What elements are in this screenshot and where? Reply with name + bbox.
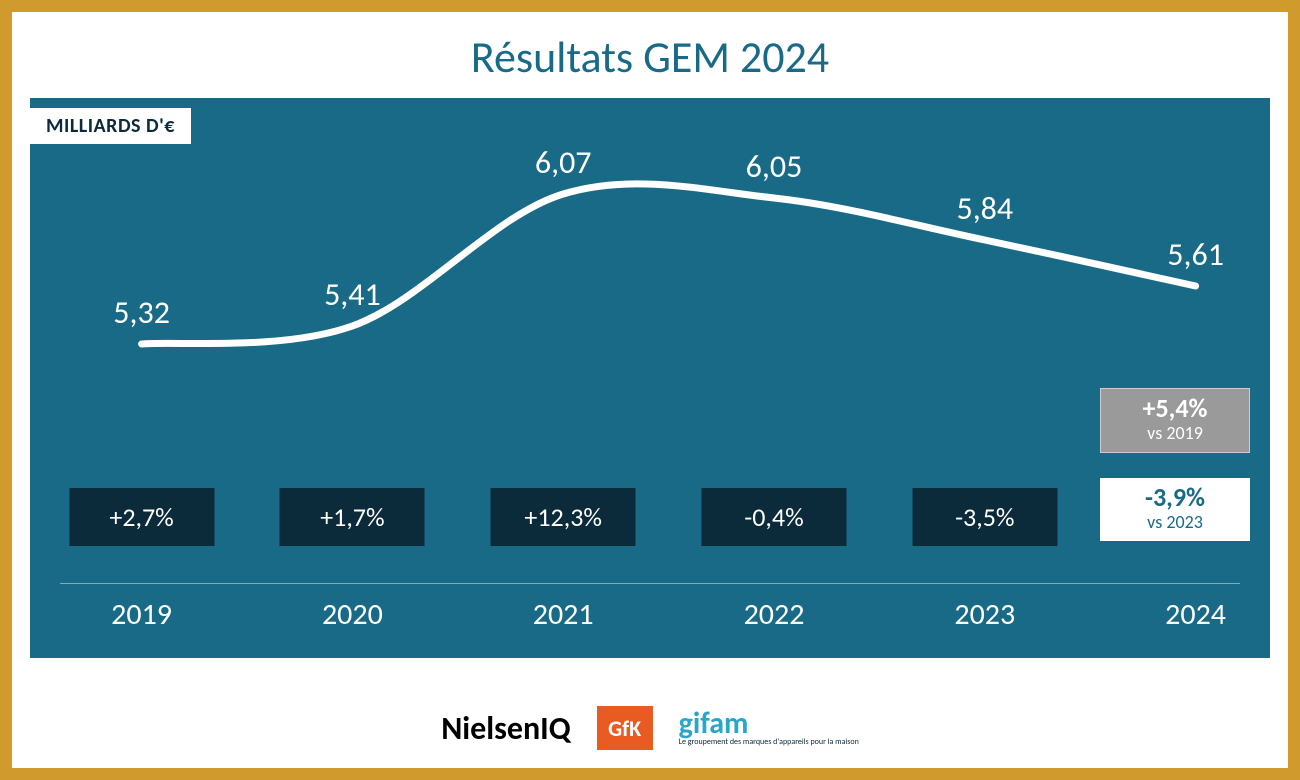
title-bar: Résultats GEM 2024	[12, 12, 1288, 98]
year-label: 2024	[1165, 596, 1226, 633]
outer-frame: Résultats GEM 2024 MILLIARDS D'€ 5,32 5,4…	[0, 0, 1300, 780]
line-chart-svg	[30, 148, 1270, 408]
final-vs-2023-box: -3,9% vs 2023	[1100, 478, 1250, 541]
plot-area: 5,325,416,076,055,845,61	[30, 148, 1270, 408]
year-row: 2019 2020 2021 2022 2023 2024	[30, 596, 1270, 646]
value-label: 5,84	[956, 189, 1013, 228]
pct-change-box: -3,5%	[912, 488, 1057, 546]
summary-value: +5,4%	[1101, 395, 1249, 422]
year-label: 2022	[744, 596, 805, 633]
chart-line	[142, 184, 1196, 344]
value-label: 5,41	[324, 275, 381, 314]
year-label: 2021	[533, 596, 594, 633]
footer-logos: NielsenIQ GfK gifam Le groupement des ma…	[12, 706, 1288, 750]
pct-change-box: +2,7%	[69, 488, 214, 546]
nielsen-logo: NielsenIQ	[441, 709, 570, 748]
summary-vs-2019-box: +5,4% vs 2019	[1100, 388, 1250, 453]
year-label: 2020	[322, 596, 383, 633]
pct-change-box: +1,7%	[280, 488, 425, 546]
value-label: 6,05	[746, 147, 803, 186]
final-value: -3,9%	[1100, 484, 1250, 511]
final-sub: vs 2023	[1100, 511, 1250, 533]
value-label: 6,07	[535, 143, 592, 182]
pct-change-box: -0,4%	[702, 488, 847, 546]
target-icon	[1229, 726, 1261, 758]
gfk-logo: GfK	[597, 706, 653, 750]
summary-sub: vs 2019	[1101, 422, 1249, 444]
pct-change-row: +2,7% +1,7% +12,3% -0,4% -3,5%	[30, 488, 1270, 558]
year-label: 2019	[111, 596, 172, 633]
pct-change-box: +12,3%	[491, 488, 636, 546]
gifam-subtitle: Le groupement des marques d'appareils po…	[679, 738, 859, 747]
chart-panel: MILLIARDS D'€ 5,32 5,41 6,07 6,05 5,84 5,61 +…	[30, 98, 1270, 658]
brand-big: habitt	[1144, 726, 1274, 758]
value-label: 5,61	[1167, 235, 1224, 274]
year-label: 2023	[954, 596, 1015, 633]
gifam-logo: gifam Le groupement des marques d'appare…	[679, 710, 859, 747]
axis-line	[60, 583, 1240, 584]
unit-badge: MILLIARDS D'€	[30, 108, 191, 144]
chart-title: Résultats GEM 2024	[12, 30, 1288, 84]
univers-habitat-brand: UNIVERS habitt	[1144, 712, 1274, 758]
value-label: 5,32	[113, 293, 170, 332]
